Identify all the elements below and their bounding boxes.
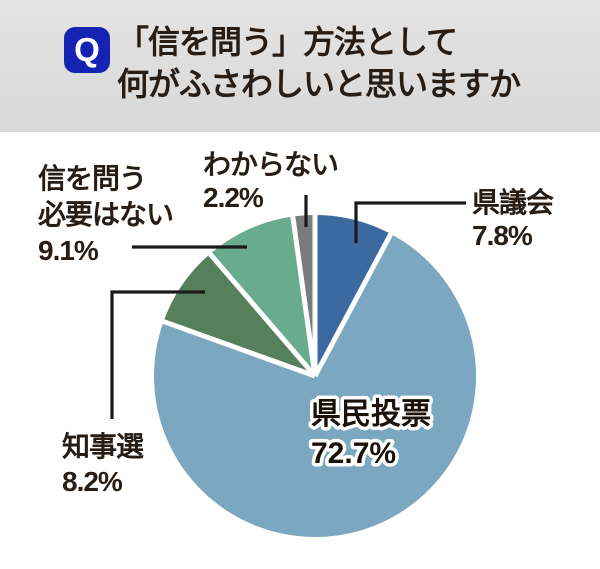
slice-label-chijisen-text: 知事選 [62,431,144,462]
leader-line-kengikai [354,201,466,243]
question-badge-letter: Q [74,31,100,68]
pie-slice-2 [163,253,315,376]
slice-label-kengikai: 県議会 7.8% [472,186,554,252]
slice-label-chijisen: 知事選 8.2% [62,429,144,499]
slice-label-shin-wo-tou-line1: 信を問う [38,163,147,194]
inner-label-kenmin-touhyou: 県民投票 [311,398,431,431]
inner-slice-label: 県民投票 72.7% [308,395,435,474]
slice-label-wakaranai-pct: 2.2% [203,182,264,213]
question-title: 「信を問う」方法として 何がふさわしいと思いますか [117,21,521,105]
slice-label-kengikai-text: 県議会 [472,187,554,218]
pie-slice-separator [312,231,394,378]
question-title-line2: 何がふさわしいと思いますか [117,66,521,102]
slice-label-chijisen-pct: 8.2% [62,466,123,497]
slice-label-shin-wo-tou-pct: 9.1% [38,235,99,266]
leader-lines [110,195,466,419]
slice-label-wakaranai: わからない 2.2% [203,148,339,214]
inner-label-kenmin-touhyou-pct: 72.7% [311,437,396,470]
slice-label-kengikai-pct: 7.8% [472,220,533,251]
pie-slice-separator [160,318,316,379]
pie-slice-separator [290,214,318,377]
slice-label-shin-wo-tou-line2: 必要はない [38,199,174,230]
pie-slice-3 [210,216,315,376]
slice-label-shin-wo-tou: 信を問う 必要はない 9.1% [38,161,174,269]
leader-line-chijisen [110,290,205,419]
pie-slice-separator [206,250,317,378]
question-title-line1: 「信を問う」方法として [117,24,458,60]
pie-slices [154,213,477,538]
pie-slice-1 [154,233,477,538]
slice-label-wakaranai-text: わからない [203,149,339,180]
question-badge: Q [64,27,110,73]
